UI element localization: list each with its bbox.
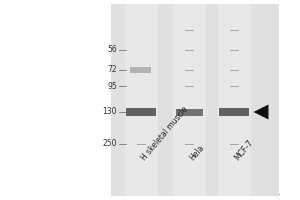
Polygon shape: [254, 104, 268, 119]
Bar: [218, 4, 250, 196]
Bar: [130, 67, 152, 73]
Text: 250: 250: [103, 140, 117, 148]
Text: 95: 95: [107, 82, 117, 90]
Text: Hela: Hela: [188, 143, 206, 162]
Bar: [111, 4, 279, 196]
Text: H skeletal muscle: H skeletal muscle: [140, 104, 190, 162]
Text: 56: 56: [107, 46, 117, 54]
Bar: [126, 108, 156, 116]
Text: 72: 72: [107, 66, 117, 74]
Bar: [176, 108, 203, 116]
Bar: [219, 108, 249, 116]
Bar: [124, 4, 158, 196]
Bar: [172, 4, 206, 196]
Text: 130: 130: [103, 108, 117, 116]
Text: MCF-7: MCF-7: [232, 138, 255, 162]
